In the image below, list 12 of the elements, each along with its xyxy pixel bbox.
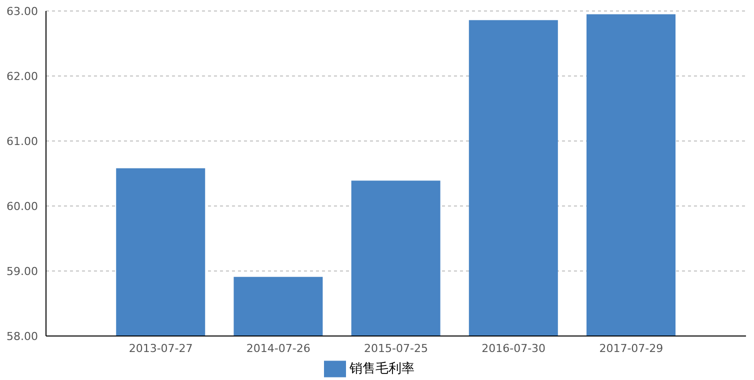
x-tick-label: 2014-07-26 [246, 342, 310, 355]
y-tick-label: 58.00 [6, 330, 38, 343]
y-tick-label: 61.00 [6, 134, 38, 148]
y-tick-label: 59.00 [6, 264, 38, 278]
x-tick-label: 2016-07-30 [482, 342, 546, 355]
x-tick-label: 2013-07-27 [128, 342, 193, 355]
legend-label: 销售毛利率 [350, 362, 414, 377]
y-tick-label: 60.00 [6, 200, 38, 213]
y-tick-label: 62.00 [6, 70, 38, 83]
x-tick-label: 2015-07-25 [364, 342, 428, 355]
y-tick-label: 63.00 [6, 4, 38, 18]
x-tick-label: 2017-07-29 [599, 342, 664, 355]
